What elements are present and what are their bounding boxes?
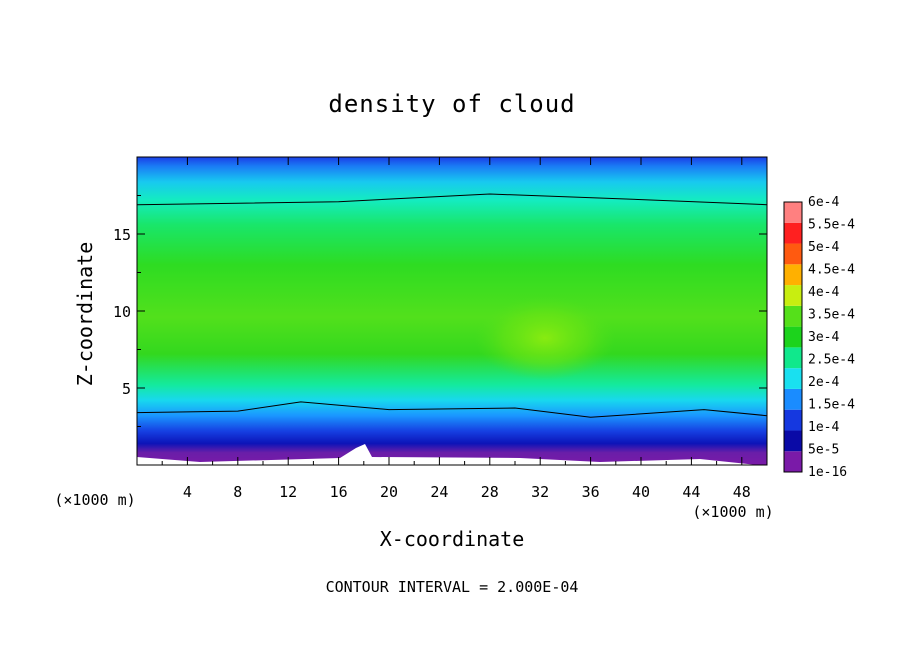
colorbar-swatch	[784, 264, 802, 286]
colorbar-label: 1e-4	[808, 420, 839, 435]
colorbar-label: 2.5e-4	[808, 353, 855, 368]
colorbar-swatch	[784, 326, 802, 348]
density-peak	[475, 296, 615, 380]
x-tick-label: 28	[481, 483, 499, 501]
x-tick-label: 40	[632, 483, 650, 501]
colorbar-label: 4e-4	[808, 285, 839, 300]
colorbar-swatch	[784, 451, 802, 472]
colorbar-swatch	[784, 388, 802, 410]
colorbar: 1e-16 5e-5 1e-4 1.5e-4 2e-4 2.5e-4 3e-4 3.5e-4 4…	[783, 195, 855, 480]
x-unit-right: (×1000 m)	[692, 503, 773, 521]
colorbar-label: 6e-4	[808, 195, 839, 210]
colorbar-swatch	[784, 347, 802, 369]
colorbar-label: 4.5e-4	[808, 263, 855, 278]
colorbar-swatch	[784, 430, 802, 452]
colorbar-swatch	[784, 285, 802, 306]
x-axis-ticks: 4 8 12 16 20 24 28 32 36 40 44 48	[161, 157, 751, 501]
x-tick-label: 8	[233, 483, 242, 501]
y-tick-label: 10	[113, 303, 131, 321]
colorbar-label: 5.5e-4	[808, 218, 855, 233]
colorbar-label: 5e-4	[808, 240, 839, 255]
colorbar-swatch	[784, 243, 802, 265]
colorbar-label: 3e-4	[808, 330, 839, 345]
x-tick-label: 4	[183, 483, 192, 501]
bottom-white-region	[137, 444, 767, 465]
contour-line-lower	[137, 401, 767, 418]
colorbar-swatch	[784, 409, 802, 431]
colorbar-frame	[783, 201, 803, 473]
chart-title: density of cloud	[328, 90, 575, 118]
x-tick-label: 48	[733, 483, 751, 501]
x-tick-label: 36	[582, 483, 600, 501]
colorbar-label: 1.5e-4	[808, 398, 855, 413]
plot-area	[137, 157, 767, 465]
x-tick-label: 24	[430, 483, 448, 501]
colorbar-swatch	[784, 368, 802, 389]
y-axis-ticks: 5 10 15	[113, 195, 767, 427]
y-tick-label: 5	[122, 380, 131, 398]
x-tick-label: 16	[330, 483, 348, 501]
colorbar-swatch	[784, 305, 802, 327]
colorbar-label: 1e-16	[808, 465, 847, 480]
y-axis-label: Z-coordinate	[73, 242, 97, 387]
x-tick-label: 32	[531, 483, 549, 501]
colorbar-label: 5e-5	[808, 443, 839, 458]
x-tick-label: 20	[380, 483, 398, 501]
x-tick-label: 12	[279, 483, 297, 501]
y-tick-label: 15	[113, 226, 131, 244]
colorbar-label: 3.5e-4	[808, 308, 855, 323]
x-unit-left: (×1000 m)	[54, 491, 135, 509]
contour-line-upper	[137, 193, 767, 206]
contour-interval-note: CONTOUR INTERVAL = 2.000E-04	[326, 578, 579, 596]
x-tick-label: 44	[682, 483, 700, 501]
colorbar-swatch	[784, 222, 802, 244]
colorbar-label: 2e-4	[808, 375, 839, 390]
colorbar-swatch	[784, 202, 802, 223]
x-axis-label: X-coordinate	[380, 527, 525, 551]
density-field	[137, 157, 767, 465]
